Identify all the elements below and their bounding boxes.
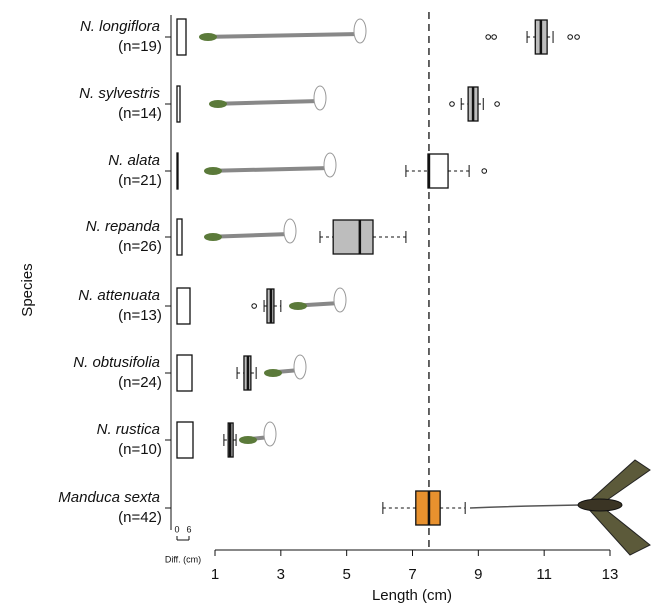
flower-petal [263,421,277,447]
flower-calyx [204,233,222,241]
diff-bar [176,218,183,256]
flower-tube [199,32,361,39]
flower-calyx [199,33,217,41]
sample-size: (n=42) [118,509,162,526]
y-axis-label: Species [19,263,36,316]
sample-size: (n=19) [118,38,162,55]
diff-axis-label: Diff. (cm) [165,554,201,564]
sample-size: (n=10) [118,441,162,458]
species-name: N. rustica [97,421,160,438]
flower-calyx [204,167,222,175]
diff-tick-label: 6 [186,524,191,534]
species-name: Manduca sexta [58,489,160,506]
diff-bar [176,287,191,325]
flower-petal [333,287,347,313]
flower-calyx [264,369,282,377]
species-name: N. longiflora [80,18,160,35]
x-tick-label: 11 [536,566,552,583]
diff-bar [176,152,179,190]
flower-calyx [239,436,257,444]
outlier [494,101,500,107]
outlier [491,34,497,40]
flower-petal [323,152,337,178]
flower-petal [283,218,297,244]
diff-bar [176,18,187,56]
outlier [574,34,580,40]
sample-size: (n=14) [118,105,162,122]
outlier [567,34,573,40]
species-name: N. obtusifolia [73,354,160,371]
x-axis-label: Length (cm) [372,587,452,604]
outlier [481,168,488,174]
moth [469,459,651,556]
x-tick-label: 7 [408,566,416,583]
box [332,219,374,255]
flower-tube [209,99,321,106]
x-tick-label: 13 [602,566,619,583]
x-tick-label: 1 [211,566,219,583]
flower-calyx [289,302,307,310]
species-name: N. alata [108,152,160,169]
sample-size: (n=13) [118,307,162,324]
flower-petal [353,18,367,44]
outlier [485,34,492,40]
outlier [251,303,257,309]
flower-calyx [209,100,227,108]
species-name: N. sylvestris [79,85,160,102]
flower-tube [204,166,331,173]
diff-bar [176,354,193,392]
flower-petal [293,354,307,380]
x-tick-label: 9 [474,566,482,583]
flower-petal [313,85,327,111]
sample-size: (n=21) [118,172,162,189]
diff-bar [176,421,194,459]
box [427,153,449,189]
species-name: N. repanda [86,218,160,235]
sample-size: (n=24) [118,374,162,391]
diff-bar [176,85,181,123]
x-tick-label: 3 [277,566,285,583]
species-name: N. attenuata [78,287,160,304]
sample-size: (n=26) [118,238,162,255]
outlier [449,101,455,107]
diff-tick-label: 0 [174,524,179,534]
x-tick-label: 5 [342,566,350,583]
